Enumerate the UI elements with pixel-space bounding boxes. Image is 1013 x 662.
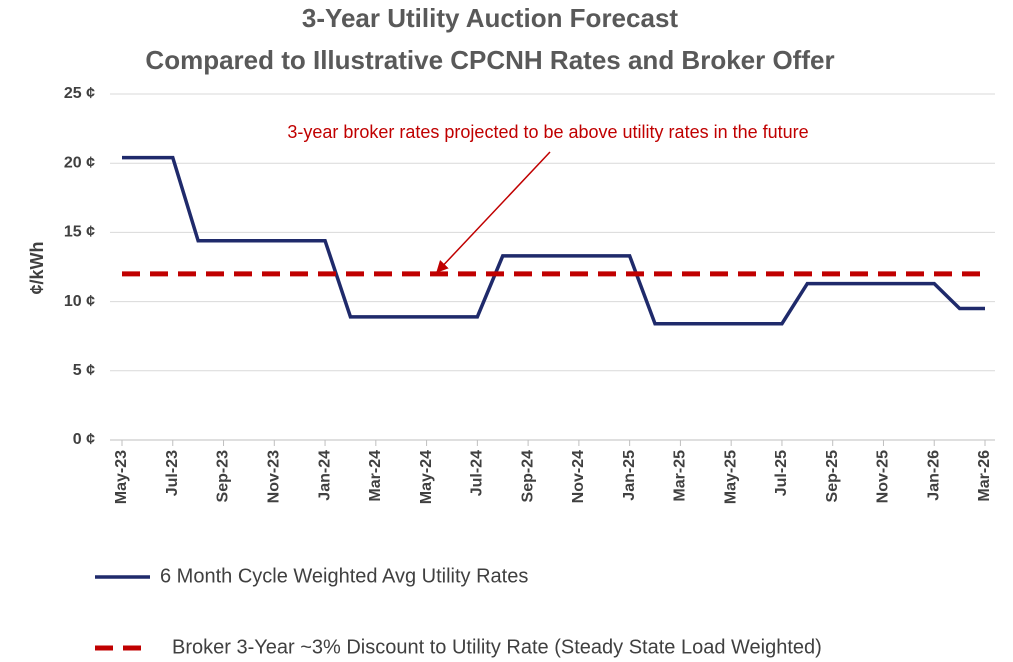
y-tick-label: 0 ¢ (73, 431, 95, 448)
y-tick-label: 15 ¢ (64, 224, 95, 241)
x-tick-label: Nov-23 (266, 450, 283, 503)
x-tick-label: Nov-24 (570, 450, 587, 503)
legend-label: 6 Month Cycle Weighted Avg Utility Rates (160, 565, 528, 587)
x-tick-label: Jan-26 (925, 450, 942, 501)
x-tick-label: Sep-25 (824, 450, 841, 503)
x-tick-label: May-24 (418, 450, 435, 504)
x-tick-label: Mar-25 (672, 450, 689, 502)
x-tick-label: Jul-24 (469, 450, 486, 496)
annotation: 3-year broker rates projected to be abov… (287, 122, 808, 142)
y-axis-label: ¢/kWh (27, 241, 47, 294)
y-tick-label: 10 ¢ (64, 293, 95, 310)
x-tick-label: Jul-25 (773, 450, 790, 496)
chart-title: 3-Year Utility Auction Forecast (302, 3, 678, 33)
x-tick-label: Jul-23 (164, 450, 181, 496)
annotation-arrow (436, 151, 551, 273)
x-tick-label: Mar-26 (976, 450, 993, 502)
x-tick-label: Jan-25 (621, 450, 638, 501)
x-tick-label: Mar-24 (367, 450, 384, 502)
x-tick-label: Sep-24 (519, 450, 536, 503)
y-tick-label: 25 ¢ (64, 85, 95, 102)
legend-label: Broker 3-Year ~3% Discount to Utility Ra… (172, 636, 822, 658)
series-line (122, 155, 985, 326)
x-tick-label: Jan-24 (316, 450, 333, 501)
chart-title: Compared to Illustrative CPCNH Rates and… (145, 45, 834, 75)
x-tick-label: Nov-25 (875, 450, 892, 503)
x-tick-label: May-23 (113, 450, 130, 504)
x-tick-label: May-25 (722, 450, 739, 504)
y-tick-label: 5 ¢ (73, 362, 95, 379)
y-tick-label: 20 ¢ (64, 154, 95, 171)
x-tick-label: Sep-23 (215, 450, 232, 503)
